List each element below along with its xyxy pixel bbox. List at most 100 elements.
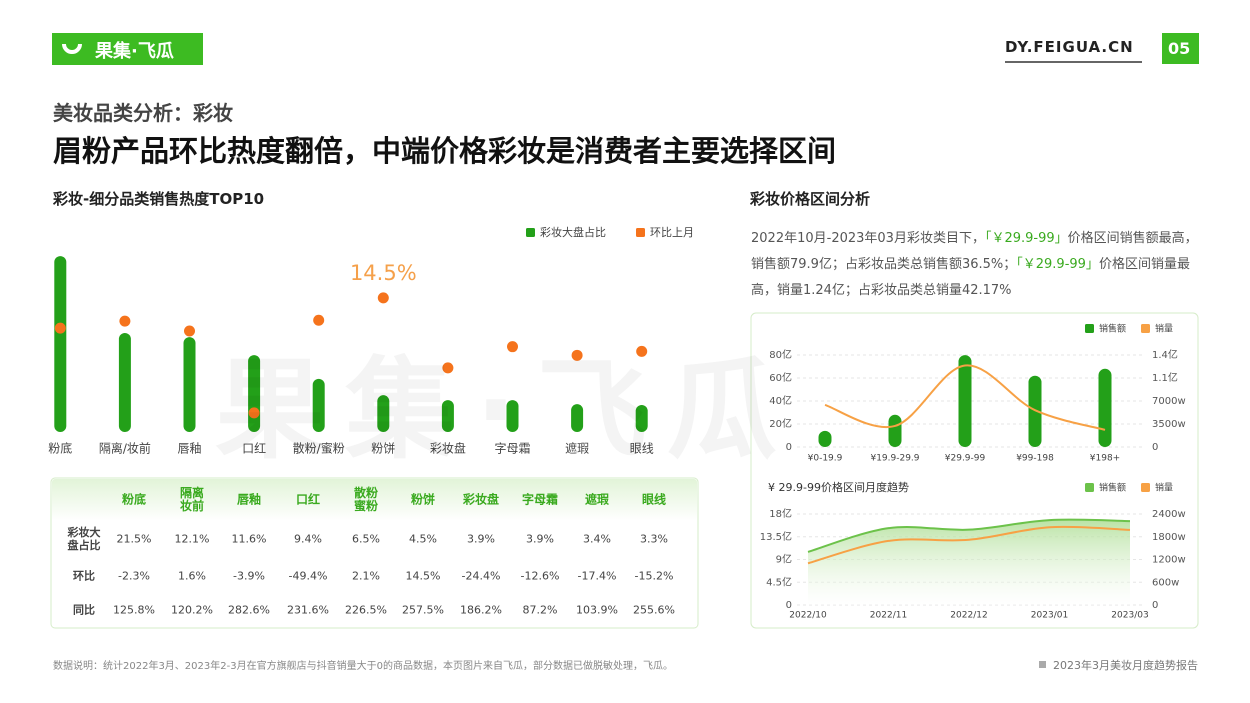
- footer-square: [1039, 661, 1046, 668]
- x-tick-label: 2023/01: [1031, 611, 1068, 621]
- page-box: [1162, 33, 1199, 64]
- y-tick-label: 60亿: [769, 371, 792, 384]
- bar: [377, 395, 390, 432]
- y2-tick-label: 2400w: [1152, 509, 1186, 520]
- bar: [958, 355, 972, 447]
- x-tick-label: ¥29.9-99: [945, 454, 986, 464]
- table-cell: 4.5%: [409, 532, 437, 546]
- section: 美妆品类分析：彩妆: [53, 101, 233, 125]
- x-tick-label: 粉饼: [371, 442, 395, 456]
- y2-tick-label: 1.4亿: [1152, 348, 1178, 361]
- bar: [54, 256, 67, 432]
- bar: [312, 378, 325, 432]
- x-tick-label: ¥99-198: [1016, 454, 1054, 464]
- table-cell: 6.5%: [352, 532, 380, 546]
- legend-swatch: [1141, 483, 1150, 492]
- chart-title: ¥ 29.9-99价格区间月度趋势: [768, 480, 909, 494]
- x-tick-label: ¥198+: [1090, 454, 1120, 464]
- y2-tick-label: 1800w: [1152, 532, 1186, 543]
- bar: [1028, 375, 1042, 447]
- logo: 果集·飞瓜: [95, 41, 174, 62]
- table-header: 口红: [295, 492, 321, 507]
- line: [807, 525, 1131, 565]
- bar: [635, 405, 648, 432]
- table-header: 遮瑕: [584, 492, 610, 507]
- x-tick-label: 遮瑕: [565, 441, 589, 456]
- bar: [571, 404, 584, 432]
- right-title: 彩妆价格区间分析: [750, 190, 871, 208]
- dot: [119, 315, 131, 327]
- table-cell: 186.2%: [460, 603, 502, 617]
- x-tick-label: 隔离/妆前: [99, 441, 151, 456]
- description-part: 2022年10月-2023年03月彩妆类目下，: [751, 231, 985, 246]
- legend-label: 环比上月: [650, 226, 694, 239]
- table-header: 散粉 蜜粉: [353, 486, 379, 513]
- footer-report: 2023年3月美妆月度趋势报告: [1053, 659, 1198, 672]
- area-line: [807, 518, 1131, 553]
- value-label: 14.5%: [350, 261, 417, 285]
- legend-swatch: [636, 228, 645, 237]
- x-tick-label: 2023/03: [1111, 611, 1148, 621]
- table-cell: 3.9%: [526, 532, 554, 546]
- dot: [377, 292, 389, 304]
- row-label: 环比: [73, 569, 95, 583]
- table-header: 粉底: [121, 492, 147, 507]
- legend-label: 销售额: [1099, 482, 1126, 494]
- y-tick-label: 40亿: [769, 394, 792, 407]
- table-cell: 3.4%: [583, 532, 611, 546]
- x-tick-label: 唇釉: [177, 441, 201, 456]
- legend-swatch: [1085, 324, 1094, 333]
- y2-tick-label: 1200w: [1152, 555, 1186, 566]
- table-cell: -2.3%: [118, 569, 150, 583]
- y2-tick-label: 600w: [1152, 577, 1179, 588]
- table-cell: 3.3%: [640, 532, 668, 546]
- y-tick-label: 0: [786, 442, 792, 453]
- table-cell: 282.6%: [228, 603, 270, 617]
- table-cell: 21.5%: [116, 532, 152, 546]
- dot: [507, 341, 518, 353]
- dot: [184, 325, 195, 337]
- table-cell: 231.6%: [287, 603, 329, 617]
- bar: [506, 400, 519, 432]
- x-tick-label: 散粉/蜜粉: [293, 441, 345, 456]
- dot: [636, 345, 648, 357]
- watermark: 果集·飞瓜: [215, 320, 797, 480]
- x-tick-label: 粉底: [48, 441, 72, 456]
- y2-tick-label: 0: [1152, 600, 1158, 611]
- table-cell: 257.5%: [402, 603, 444, 617]
- table-header: 唇釉: [236, 492, 262, 507]
- table-cell: 14.5%: [405, 569, 441, 583]
- x-tick-label: ¥0-19.9: [808, 454, 843, 464]
- y-tick-label: 20亿: [769, 417, 792, 430]
- x-tick-label: 字母霜: [494, 441, 530, 456]
- table-header: 彩妆盘: [462, 492, 500, 507]
- table-cell: -17.4%: [577, 569, 617, 583]
- table-cell: -12.6%: [520, 569, 560, 583]
- x-tick-label: 口红: [242, 441, 266, 456]
- logo-icon: [62, 43, 82, 54]
- description-part: 「￥29.9-99」: [1016, 257, 1099, 272]
- y-tick-label: 13.5亿: [760, 530, 792, 543]
- description-part: 价格区间销售额最高，销售额79.9亿；占彩妆品类总销售额36.5%；: [751, 231, 1198, 272]
- legend-label: 销售额: [1099, 323, 1126, 335]
- bar: [888, 414, 902, 447]
- table-cell: -24.4%: [461, 569, 501, 583]
- x-tick-label: ¥19.9-29.9: [870, 454, 919, 464]
- legend-swatch: [526, 228, 535, 237]
- dot: [248, 407, 260, 419]
- y-tick-label: 0: [786, 600, 792, 611]
- table-cell: 103.9%: [576, 603, 618, 617]
- bar: [1098, 368, 1112, 447]
- site: DY.FEIGUA.CN: [1005, 38, 1134, 56]
- dot: [313, 314, 325, 326]
- table-header-bg: [52, 479, 697, 521]
- y-tick-label: 80亿: [769, 348, 792, 361]
- x-tick-label: 2022/12: [950, 611, 987, 621]
- x-tick-label: 彩妆盘: [430, 441, 466, 456]
- bar: [183, 337, 196, 432]
- table-cell: 9.4%: [294, 532, 322, 546]
- y-tick-label: 4.5亿: [766, 575, 792, 588]
- page-number: 05: [1168, 39, 1191, 58]
- bar: [118, 333, 131, 432]
